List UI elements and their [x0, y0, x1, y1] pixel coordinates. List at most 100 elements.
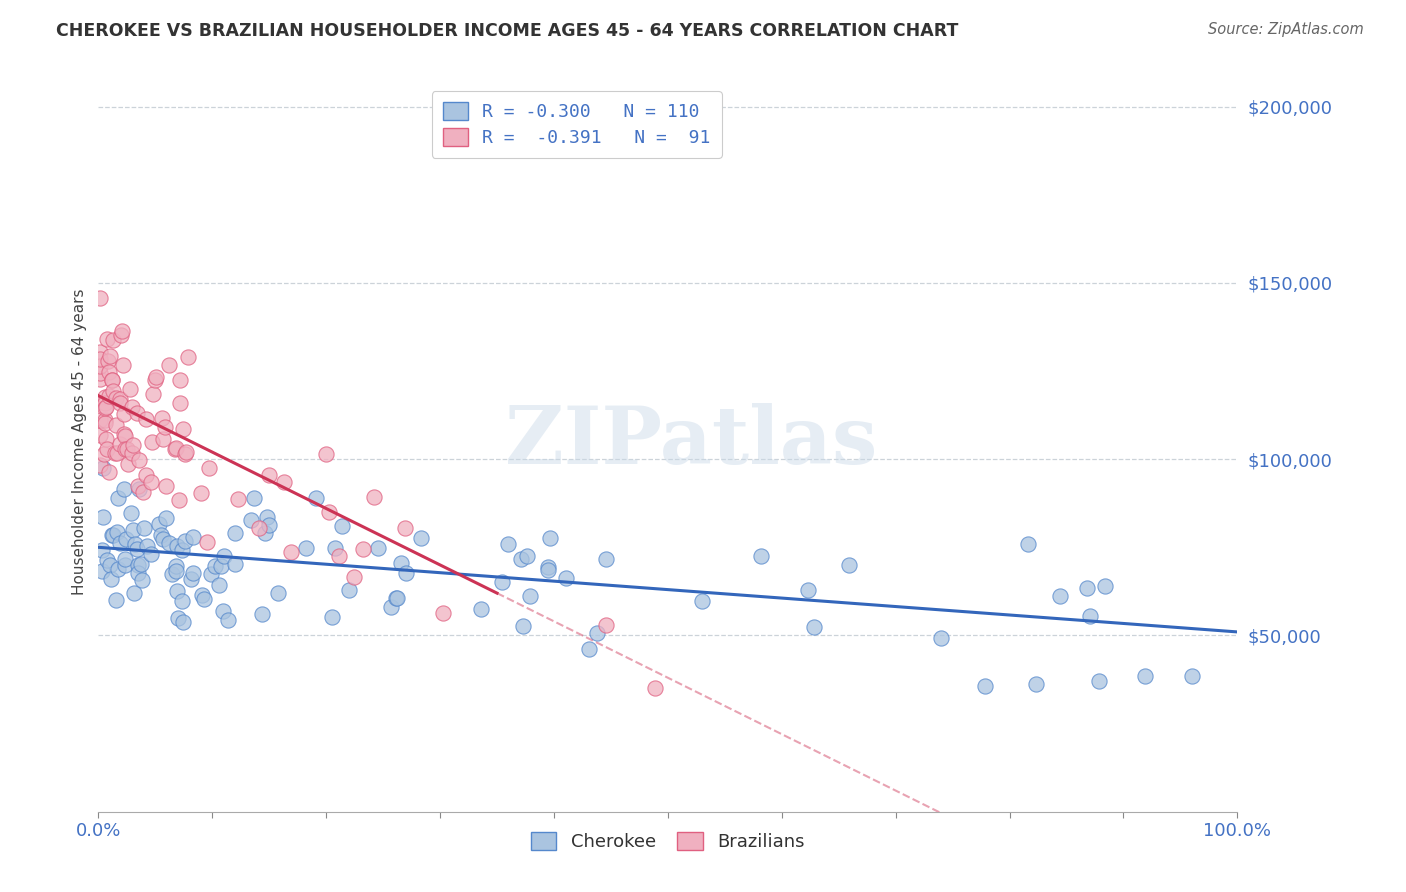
- Point: [121, 446, 143, 460]
- Point: [204, 558, 226, 573]
- Point: [115, 442, 138, 456]
- Point: [173, 533, 195, 548]
- Point: [176, 444, 198, 458]
- Point: [111, 324, 134, 338]
- Point: [105, 446, 128, 460]
- Point: [367, 541, 389, 555]
- Point: [117, 458, 139, 472]
- Point: [394, 521, 416, 535]
- Point: [280, 545, 302, 559]
- Point: [124, 586, 146, 600]
- Point: [1094, 579, 1116, 593]
- Point: [803, 620, 825, 634]
- Point: [150, 528, 173, 542]
- Point: [89, 351, 111, 366]
- Point: [98, 349, 121, 363]
- Point: [239, 513, 262, 527]
- Point: [108, 396, 131, 410]
- Point: [94, 390, 117, 404]
- Point: [200, 566, 222, 581]
- Point: [586, 625, 609, 640]
- Point: [105, 524, 128, 539]
- Point: [114, 532, 136, 546]
- Point: [145, 370, 167, 384]
- Point: [247, 520, 270, 534]
- Point: [243, 491, 266, 506]
- Point: [153, 420, 176, 434]
- Point: [93, 447, 115, 461]
- Point: [170, 543, 193, 558]
- Point: [181, 530, 204, 544]
- Legend: Cherokee, Brazilians: Cherokee, Brazilians: [524, 825, 811, 858]
- Text: Source: ZipAtlas.com: Source: ZipAtlas.com: [1208, 22, 1364, 37]
- Point: [125, 542, 148, 557]
- Point: [110, 436, 132, 450]
- Point: [96, 332, 118, 346]
- Point: [89, 428, 111, 442]
- Point: [89, 458, 111, 472]
- Point: [328, 549, 350, 564]
- Point: [1076, 581, 1098, 595]
- Point: [193, 592, 215, 607]
- Point: [135, 411, 157, 425]
- Point: [97, 365, 120, 379]
- Point: [172, 615, 194, 630]
- Point: [190, 485, 212, 500]
- Point: [100, 572, 122, 586]
- Point: [170, 593, 193, 607]
- Point: [114, 428, 136, 442]
- Point: [124, 536, 146, 550]
- Point: [228, 492, 250, 507]
- Point: [131, 574, 153, 588]
- Point: [183, 566, 205, 580]
- Point: [273, 475, 295, 489]
- Point: [94, 417, 117, 431]
- Y-axis label: Householder Income Ages 45 - 64 years: Householder Income Ages 45 - 64 years: [72, 288, 87, 595]
- Point: [180, 572, 202, 586]
- Point: [135, 468, 157, 483]
- Point: [89, 291, 111, 305]
- Point: [256, 510, 278, 524]
- Point: [409, 531, 432, 545]
- Point: [155, 479, 177, 493]
- Point: [690, 594, 713, 608]
- Point: [1025, 677, 1047, 691]
- Point: [157, 535, 180, 549]
- Point: [96, 553, 118, 567]
- Point: [1087, 673, 1109, 688]
- Point: [152, 533, 174, 547]
- Point: [1078, 608, 1101, 623]
- Point: [114, 558, 136, 573]
- Point: [198, 461, 221, 475]
- Point: [89, 366, 111, 380]
- Point: [96, 432, 118, 446]
- Point: [318, 505, 340, 519]
- Point: [1181, 669, 1204, 683]
- Point: [470, 602, 492, 616]
- Point: [97, 353, 120, 368]
- Point: [127, 558, 149, 573]
- Point: [749, 549, 772, 564]
- Point: [595, 618, 617, 632]
- Point: [165, 442, 187, 457]
- Point: [155, 511, 177, 525]
- Point: [135, 539, 157, 553]
- Text: ZIPatlas: ZIPatlas: [505, 402, 877, 481]
- Point: [172, 422, 194, 436]
- Point: [555, 571, 578, 585]
- Point: [177, 350, 200, 364]
- Point: [132, 521, 155, 535]
- Point: [496, 537, 519, 551]
- Point: [98, 558, 121, 572]
- Point: [257, 468, 280, 483]
- Point: [89, 344, 111, 359]
- Point: [103, 333, 125, 347]
- Point: [209, 559, 232, 574]
- Point: [217, 613, 239, 627]
- Point: [173, 447, 195, 461]
- Point: [838, 558, 860, 572]
- Point: [253, 525, 276, 540]
- Point: [152, 432, 174, 446]
- Point: [107, 491, 129, 506]
- Point: [191, 588, 214, 602]
